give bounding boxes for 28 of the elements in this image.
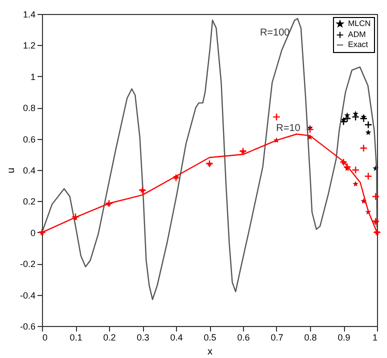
y-tick-label: 1.4 [22,10,36,20]
y-tick-label: 0.4 [22,166,36,176]
x-tick-label: 0.7 [270,332,284,342]
legend-label: MLCN [348,19,371,28]
x-tick-label: 0 [42,332,48,342]
y-tick-label: 0.6 [22,134,36,144]
y-tick-label: 1 [30,72,36,82]
y-tick-label: -0.4 [20,290,36,300]
y-tick-label: -0.6 [20,322,36,332]
x-axis-title: x [208,346,212,358]
x-tick-label: 0.9 [338,332,350,342]
y-tick-label: 0.8 [22,103,36,114]
x-tick-label: 0.5 [204,332,216,342]
x-tick-label: 0.6 [237,332,250,342]
x-tick-label: 0.3 [136,332,150,342]
x-tick-label: 0.8 [304,332,317,342]
annotation: R=10 [276,122,301,134]
y-tick-label: 0.2 [22,196,36,207]
x-tick-label: 1 [372,332,378,342]
x-tick-label: 0.1 [70,332,82,342]
y-axis-title: u [6,168,17,174]
y-tick-label: -0.2 [20,259,36,270]
y-tick-label: 0 [30,228,36,238]
y-tick-label: 1.2 [22,40,36,51]
legend-label: ADM [348,30,366,39]
x-tick-label: 0.4 [170,332,183,342]
legend-label: Exact [348,40,369,49]
x-tick-label: 0.2 [103,332,116,342]
